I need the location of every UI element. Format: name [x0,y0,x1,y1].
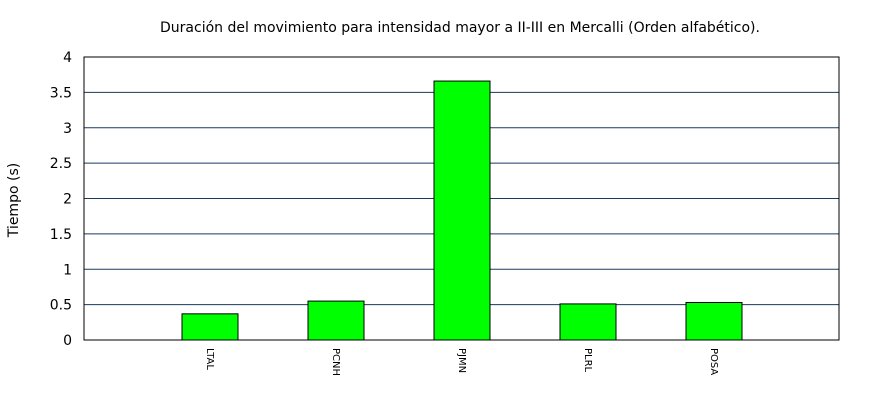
bar-plrl [559,303,617,341]
x-tick-label: POSA [708,348,719,375]
y-tick-label: 3 [63,121,72,137]
chart-title: Duración del movimiento para intensidad … [160,20,760,36]
y-tick-label: 4 [63,50,72,66]
y-tick-label: 1 [63,262,72,278]
y-tick-label: 0.5 [50,298,72,314]
y-tick-label: 0 [63,333,72,349]
plot-frame [83,56,840,341]
x-tick-label: PLRL [582,348,593,373]
x-tick-label: PCNH [330,348,341,376]
x-tick-label: PJMN [456,348,467,373]
y-axis-label: Tiempo (s) [6,163,22,238]
bars [181,80,743,341]
y-tick-label: 2.5 [50,156,72,172]
y-tick-label: 2 [63,192,72,208]
bar-posa [685,302,743,341]
y-tick-labels: 0 0.5 1 1.5 2 2.5 3 3.5 4 [50,50,72,349]
y-tick-label: 1.5 [50,227,72,243]
y-tick-label: 3.5 [50,85,72,101]
bar-ltal [181,313,239,341]
bar-pcnh [307,300,365,341]
x-tick-label: LTAL [204,348,215,370]
bar-pjmn [433,80,491,341]
x-tick-labels: LTAL PCNH PJMN PLRL POSA [204,348,719,376]
